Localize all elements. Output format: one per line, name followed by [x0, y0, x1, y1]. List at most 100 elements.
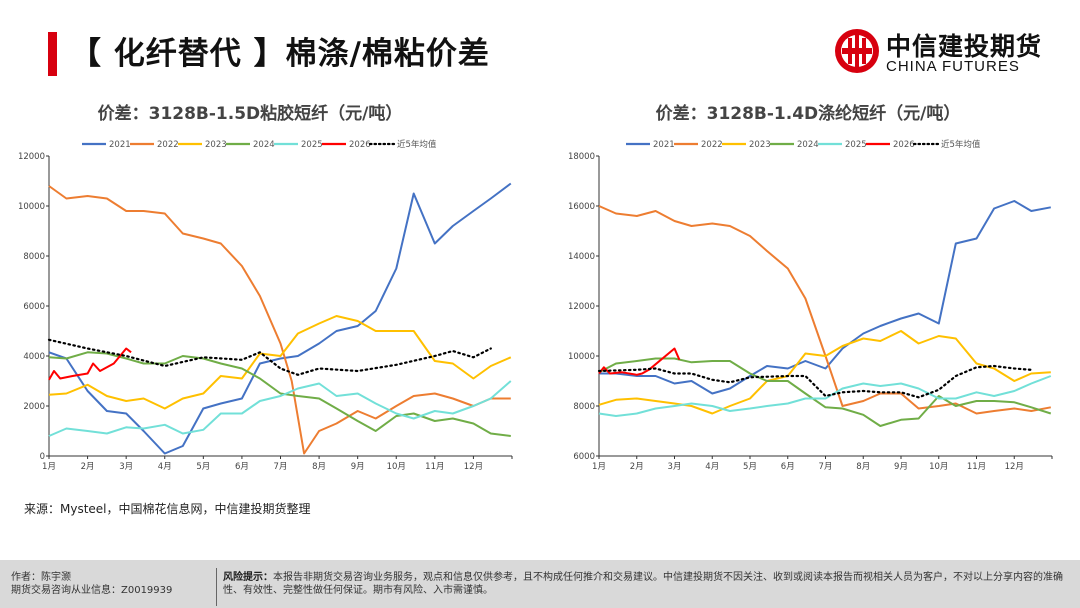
y-tick-label: 8000 [23, 252, 45, 262]
y-tick-label: 14000 [568, 252, 595, 262]
chart-title: 价差：3128B-1.5D粘胶短纤（元/吨） [98, 103, 403, 124]
y-tick-label: 6000 [23, 302, 45, 312]
legend-item: 2026 [866, 140, 915, 150]
title-accent-bar [48, 32, 57, 76]
series-line-2023 [48, 315, 512, 410]
legend-item: 近5年均值 [912, 139, 981, 150]
logo-text-cn: 中信建投期货 [886, 32, 1043, 61]
x-tick-label: 10月 [929, 462, 948, 472]
x-tick-label: 1月 [42, 462, 56, 472]
y-tick-label: 12000 [18, 152, 45, 162]
series-line-近5年均值 [597, 364, 1033, 399]
series-line-2022 [598, 205, 1051, 415]
risk-label: 风险提示： [223, 572, 273, 583]
source-note: 来源：Mysteel，中国棉花信息网，中信建投期货整理 [24, 502, 311, 516]
risk-disclaimer: 风险提示：本报告非期货交易咨询业务服务，观点和信息仅供参考，且不构成任何推介和交… [223, 571, 1063, 597]
legend-item: 2022 [674, 140, 723, 150]
x-tick-label: 11月 [425, 462, 444, 472]
legend-label: 2024 [797, 140, 819, 150]
legend-item: 2024 [226, 140, 275, 150]
risk-text: 本报告非期货交易咨询业务服务，观点和信息仅供参考，且不构成任何推介和交易建议。中… [223, 572, 1063, 596]
chart-1: 价差：3128B-1.5D粘胶短纤（元/吨） 0 2000 4000 6000 8000 1… [18, 103, 513, 472]
series-line-2021 [48, 182, 512, 455]
x-tick-label: 7月 [274, 462, 288, 472]
x-tick-label: 12月 [1005, 462, 1024, 472]
y-tick-label: 12000 [568, 302, 595, 312]
legend-label: 2022 [701, 140, 723, 150]
y-tick-label: 16000 [568, 202, 595, 212]
series-line-2026 [598, 347, 681, 376]
y-tick-label: 6000 [573, 452, 595, 462]
legend-item: 2025 [274, 140, 323, 150]
x-tick-label: 3月 [119, 462, 133, 472]
legend-label: 2021 [653, 140, 675, 150]
legend-label: 2025 [845, 140, 867, 150]
series-line-2021 [599, 200, 1051, 395]
series-line-2025 [598, 375, 1052, 417]
x-tick-label: 12月 [464, 462, 483, 472]
x-tick-label: 9月 [351, 462, 365, 472]
y-tick-label: 18000 [568, 152, 595, 162]
citic-logo-icon [835, 29, 879, 73]
x-tick-label: 4月 [705, 462, 719, 472]
legend-label: 2023 [749, 140, 771, 150]
logo: 中信建投期货 CHINA FUTURES [834, 27, 1054, 77]
legend-item: 2021 [626, 140, 675, 150]
x-tick-label: 8月 [856, 462, 870, 472]
chart-title: 价差：3128B-1.4D涤纶短纤（元/吨） [656, 103, 961, 124]
chart-2: 价差：3128B-1.4D涤纶短纤（元/吨） 6000 8000 10000 12000… [568, 103, 1053, 472]
legend-item: 2021 [82, 140, 131, 150]
legend-label: 2025 [301, 140, 323, 150]
series-line-2024 [598, 357, 1052, 427]
y-tick-label: 0 [40, 452, 45, 462]
legend-label: 2026 [349, 140, 371, 150]
series-line-2026 [48, 347, 132, 381]
x-tick-label: 2月 [81, 462, 95, 472]
x-tick-label: 5月 [196, 462, 210, 472]
y-tick-label: 4000 [23, 352, 45, 362]
x-tick-label: 5月 [743, 462, 757, 472]
page-title: 【 化纤替代 】棉涤/棉粘价差 [70, 36, 490, 72]
series-line-近5年均值 [47, 338, 492, 376]
series-line-2025 [48, 380, 512, 437]
legend-item: 2023 [178, 140, 227, 150]
legend-item: 2024 [770, 140, 819, 150]
x-tick-label: 1月 [592, 462, 606, 472]
y-tick-label: 10000 [568, 352, 595, 362]
series-line-2022 [48, 185, 511, 455]
x-tick-label: 10月 [387, 462, 406, 472]
legend-item: 2026 [322, 140, 371, 150]
legend-label: 2023 [205, 140, 227, 150]
x-tick-label: 9月 [894, 462, 908, 472]
x-tick-label: 2月 [630, 462, 644, 472]
legend-item: 2023 [722, 140, 771, 150]
footer: 作者：陈宇灏 期货交易咨询从业信息：Z0019939 风险提示：本报告非期货交易… [0, 560, 1080, 608]
footer-divider [216, 568, 217, 606]
legend-label: 2026 [893, 140, 915, 150]
x-tick-label: 7月 [819, 462, 833, 472]
license-number: 期货交易咨询从业信息：Z0019939 [11, 585, 173, 596]
y-tick-label: 8000 [573, 402, 595, 412]
y-tick-label: 2000 [23, 402, 45, 412]
legend-label: 近5年均值 [941, 139, 981, 150]
series-line-2024 [48, 351, 511, 437]
x-tick-label: 6月 [781, 462, 795, 472]
legend-item: 2022 [130, 140, 179, 150]
legend-item: 近5年均值 [368, 139, 437, 150]
y-tick-label: 10000 [18, 202, 45, 212]
x-tick-label: 3月 [668, 462, 682, 472]
series-line-2023 [598, 330, 1051, 415]
x-tick-label: 4月 [158, 462, 172, 472]
legend-item: 2025 [818, 140, 867, 150]
x-tick-label: 6月 [235, 462, 249, 472]
legend-label: 2021 [109, 140, 131, 150]
x-tick-label: 11月 [967, 462, 986, 472]
legend-label: 近5年均值 [397, 139, 437, 150]
charts-canvas: 价差：3128B-1.5D粘胶短纤（元/吨） 0 2000 4000 6000 8000 1… [18, 103, 1053, 472]
logo-text-en: CHINA FUTURES [886, 58, 1020, 75]
author: 作者：陈宇灏 [11, 572, 71, 583]
legend-label: 2022 [157, 140, 179, 150]
x-tick-label: 8月 [312, 462, 326, 472]
legend-label: 2024 [253, 140, 275, 150]
author-info: 作者：陈宇灏 期货交易咨询从业信息：Z0019939 [11, 571, 172, 597]
